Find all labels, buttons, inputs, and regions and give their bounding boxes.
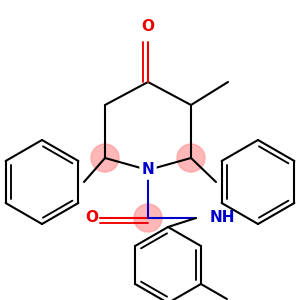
Text: O: O	[85, 211, 98, 226]
Circle shape	[91, 144, 119, 172]
Circle shape	[134, 204, 162, 232]
Circle shape	[177, 144, 205, 172]
Text: NH: NH	[210, 211, 236, 226]
Text: N: N	[142, 163, 154, 178]
Text: O: O	[142, 19, 154, 34]
